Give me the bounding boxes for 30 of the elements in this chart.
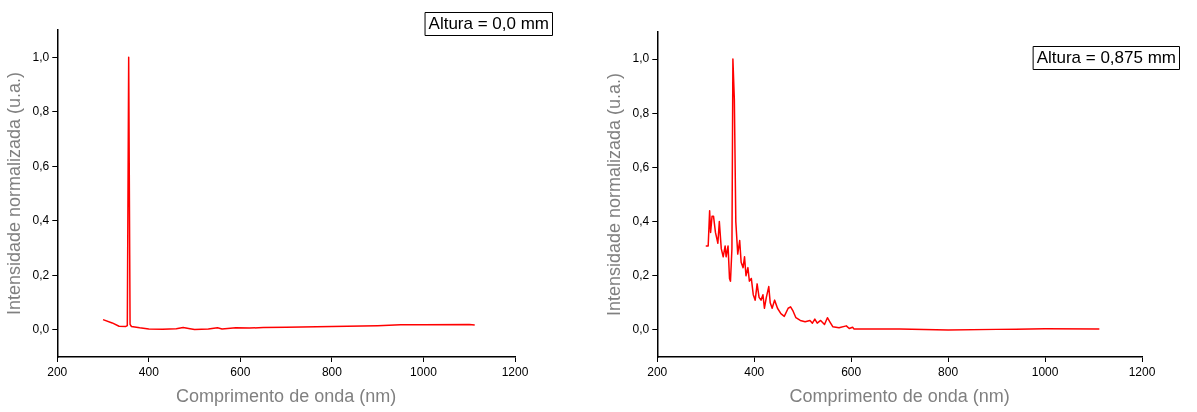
y-tick-label: 0,4: [632, 213, 650, 228]
y-tick-label: 0,8: [32, 104, 50, 119]
y-tick-label: 1,0: [632, 51, 650, 66]
y-tick-label: 0,4: [32, 213, 50, 228]
y-tick-label: 0,6: [32, 158, 50, 173]
x-tick-label: 800: [321, 364, 343, 379]
x-tick-label: 1200: [1128, 364, 1156, 379]
y-tick-label: 0,2: [632, 268, 650, 283]
x-tick-label: 200: [47, 364, 68, 379]
annotation: Altura = 0,0 mm: [428, 13, 550, 33]
x-axis-title: Comprimento de onda (nm): [176, 386, 397, 407]
x-tick-label: 1000: [1031, 364, 1059, 379]
y-axis-title: Intensidade normalizada (u.a.): [3, 71, 24, 316]
annotation: Altura = 0,875 mm: [1036, 47, 1176, 67]
y-tick-label: 0,0: [632, 322, 650, 337]
x-tick-label: 600: [841, 364, 862, 379]
y-tick-label: 0,8: [632, 105, 650, 120]
x-tick-label: 600: [230, 364, 251, 379]
x-tick-label: 1000: [410, 364, 438, 379]
x-tick-label: 400: [744, 364, 765, 379]
y-tick-label: 0,2: [32, 267, 50, 282]
x-tick-label: 1200: [501, 364, 529, 379]
x-axis-title: Comprimento de onda (nm): [789, 386, 1010, 407]
y-tick-label: 0,0: [32, 322, 50, 337]
x-tick-label: 800: [938, 364, 959, 379]
x-tick-label: 200: [647, 364, 668, 379]
y-axis-title: Intensidade normalizada (u.a.): [603, 72, 624, 317]
y-tick-label: 0,6: [632, 159, 650, 174]
x-tick-label: 400: [138, 364, 160, 379]
y-tick-label: 1,0: [32, 49, 50, 64]
